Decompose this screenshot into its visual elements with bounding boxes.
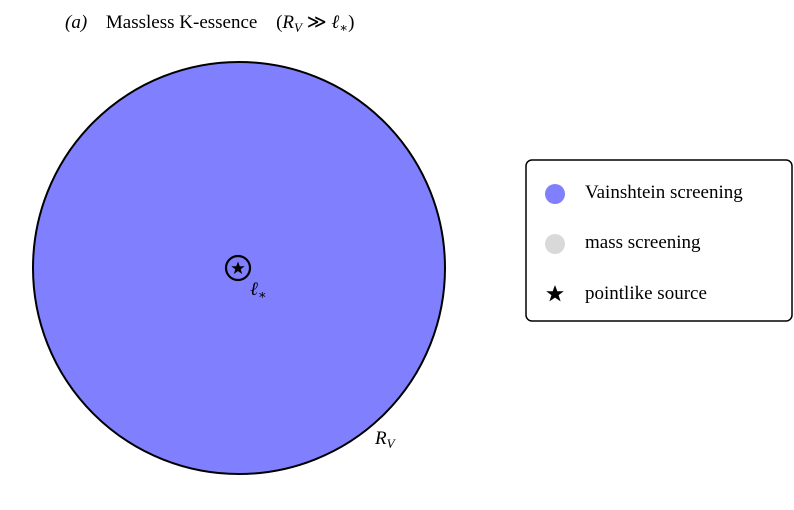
title-close: ) bbox=[348, 12, 354, 33]
legend-marker bbox=[545, 184, 565, 204]
title-text: Massless K-essence bbox=[106, 12, 257, 33]
radius-label: RV bbox=[374, 428, 397, 451]
title-rhs: ℓ bbox=[331, 12, 339, 33]
radius-label-base: R bbox=[374, 428, 387, 449]
title-label: (a) bbox=[65, 12, 87, 33]
legend-box bbox=[525, 159, 793, 322]
legend-marker bbox=[545, 234, 565, 254]
legend-label: pointlike source bbox=[585, 283, 707, 304]
source-ring bbox=[224, 254, 252, 282]
source-label: ℓ∗ bbox=[250, 279, 267, 302]
title-lhs-sub: V bbox=[294, 20, 304, 35]
legend-label: Vainshtein screening bbox=[585, 182, 743, 203]
title-rhs-sub: ∗ bbox=[339, 20, 348, 35]
radius-label-sub: V bbox=[387, 436, 397, 451]
source-label-sub: ∗ bbox=[258, 287, 267, 302]
source-star bbox=[231, 261, 245, 274]
legend-label: mass screening bbox=[585, 232, 701, 253]
title-lhs: R bbox=[281, 12, 294, 33]
source-label-base: ℓ bbox=[250, 279, 258, 300]
title-open: ( bbox=[276, 12, 282, 33]
title: (a) Massless K-essence (RV ≫ ℓ∗) bbox=[65, 12, 354, 35]
title-relation: ≫ bbox=[302, 12, 331, 33]
legend-marker bbox=[546, 285, 564, 302]
